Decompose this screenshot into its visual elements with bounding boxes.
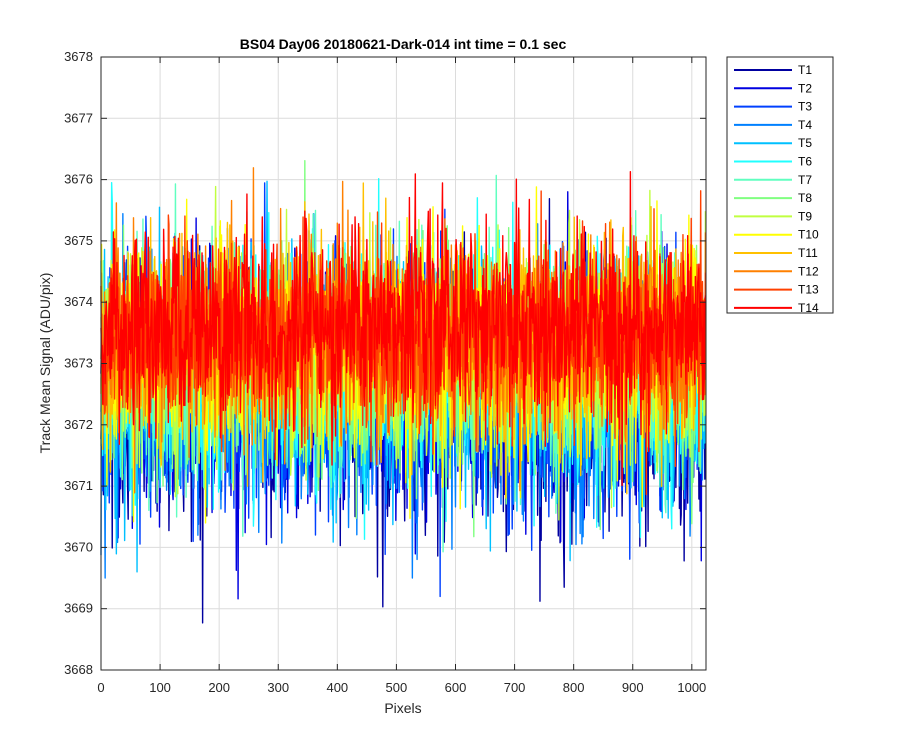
x-tick-label: 700 xyxy=(504,680,526,695)
x-tick-label: 400 xyxy=(326,680,348,695)
series-layer xyxy=(100,160,707,624)
x-tick-label: 300 xyxy=(267,680,289,695)
x-tick-label: 200 xyxy=(208,680,230,695)
legend-item-t5[interactable]: T5 xyxy=(734,136,812,150)
x-tick-label: 0 xyxy=(97,680,104,695)
legend-item-t11[interactable]: T11 xyxy=(734,246,818,260)
chart-title: BS04 Day06 20180621-Dark-014 int time = … xyxy=(240,36,567,52)
y-axis-label: Track Mean Signal (ADU/pix) xyxy=(37,273,53,454)
x-tick-label: 1000 xyxy=(677,680,706,695)
x-tick-label: 600 xyxy=(445,680,467,695)
legend-label: T12 xyxy=(798,264,819,278)
legend-item-t7[interactable]: T7 xyxy=(734,173,812,187)
legend-item-t8[interactable]: T8 xyxy=(734,191,812,205)
legend-label: T6 xyxy=(798,155,812,169)
y-tick-label: 3670 xyxy=(64,539,93,554)
y-tick-label: 3673 xyxy=(64,356,93,371)
legend-items: T1 T2 T3 T4 T5 T6 T7 T8 T9 T10 T11 T12 T13 T14 xyxy=(734,63,819,315)
y-tick-label: 3672 xyxy=(64,417,93,432)
legend-label: T1 xyxy=(798,63,812,77)
legend-label: T9 xyxy=(798,209,812,223)
legend-item-t10[interactable]: T10 xyxy=(734,228,819,242)
legend-label: T14 xyxy=(798,301,819,315)
legend-item-t1[interactable]: T1 xyxy=(734,63,812,77)
legend-label: T11 xyxy=(798,246,818,260)
ticks: 0 100 200 300 400 500 600 700 800 900 1000 3668 3669… xyxy=(64,49,706,695)
legend-label: T4 xyxy=(798,118,812,132)
legend-item-t2[interactable]: T2 xyxy=(734,81,812,95)
legend[interactable]: T1 T2 T3 T4 T5 T6 T7 T8 T9 T10 T11 T12 T13 T14 xyxy=(726,56,834,315)
y-tick-label: 3671 xyxy=(64,478,93,493)
x-tick-label: 100 xyxy=(149,680,171,695)
legend-label: T8 xyxy=(798,191,812,205)
legend-item-t4[interactable]: T4 xyxy=(734,118,812,132)
y-tick-label: 3678 xyxy=(64,49,93,64)
legend-item-t12[interactable]: T12 xyxy=(734,264,819,278)
y-tick-label: 3668 xyxy=(64,662,93,677)
legend-label: T5 xyxy=(798,136,812,150)
y-tick-label: 3677 xyxy=(64,110,93,125)
x-tick-label: 500 xyxy=(386,680,408,695)
x-tick-label: 800 xyxy=(563,680,585,695)
legend-item-t6[interactable]: T6 xyxy=(734,155,812,169)
legend-item-t13[interactable]: T13 xyxy=(734,283,819,297)
y-tick-label: 3675 xyxy=(64,233,93,248)
legend-item-t3[interactable]: T3 xyxy=(734,100,812,114)
legend-label: T7 xyxy=(798,173,812,187)
x-axis-label: Pixels xyxy=(384,700,421,716)
y-tick-label: 3669 xyxy=(64,601,93,616)
series-line-t14 xyxy=(100,170,707,487)
legend-item-t9[interactable]: T9 xyxy=(734,209,812,223)
legend-label: T3 xyxy=(798,100,812,114)
legend-label: T13 xyxy=(798,283,819,297)
y-tick-label: 3676 xyxy=(64,172,93,187)
y-tick-label: 3674 xyxy=(64,294,93,309)
legend-label: T10 xyxy=(798,228,819,242)
legend-item-t14[interactable]: T14 xyxy=(734,301,819,315)
x-tick-label: 900 xyxy=(622,680,644,695)
legend-label: T2 xyxy=(798,81,812,95)
